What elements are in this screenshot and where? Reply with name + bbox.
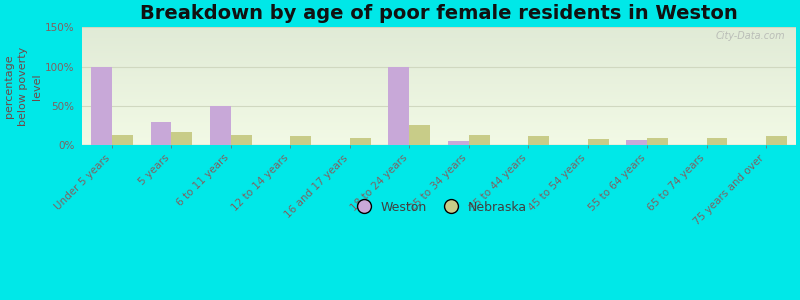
Bar	[231, 135, 252, 145]
Bar	[210, 106, 231, 145]
Text: City-Data.com: City-Data.com	[715, 31, 785, 41]
Bar	[410, 125, 430, 145]
Bar	[448, 141, 469, 145]
Legend: Weston, Nebraska: Weston, Nebraska	[346, 196, 532, 219]
Title: Breakdown by age of poor female residents in Weston: Breakdown by age of poor female resident…	[140, 4, 738, 23]
Bar	[290, 136, 311, 145]
Y-axis label: percentage
below poverty
level: percentage below poverty level	[4, 46, 42, 126]
Bar	[171, 133, 192, 145]
Bar	[389, 67, 410, 145]
Bar	[647, 138, 668, 145]
Bar	[469, 135, 490, 145]
Bar	[528, 136, 549, 145]
Bar	[626, 140, 647, 145]
Bar	[766, 136, 787, 145]
Bar	[588, 139, 609, 145]
Bar	[350, 138, 370, 145]
Bar	[112, 135, 133, 145]
Bar	[91, 67, 112, 145]
Bar	[706, 138, 727, 145]
Bar	[150, 122, 171, 145]
